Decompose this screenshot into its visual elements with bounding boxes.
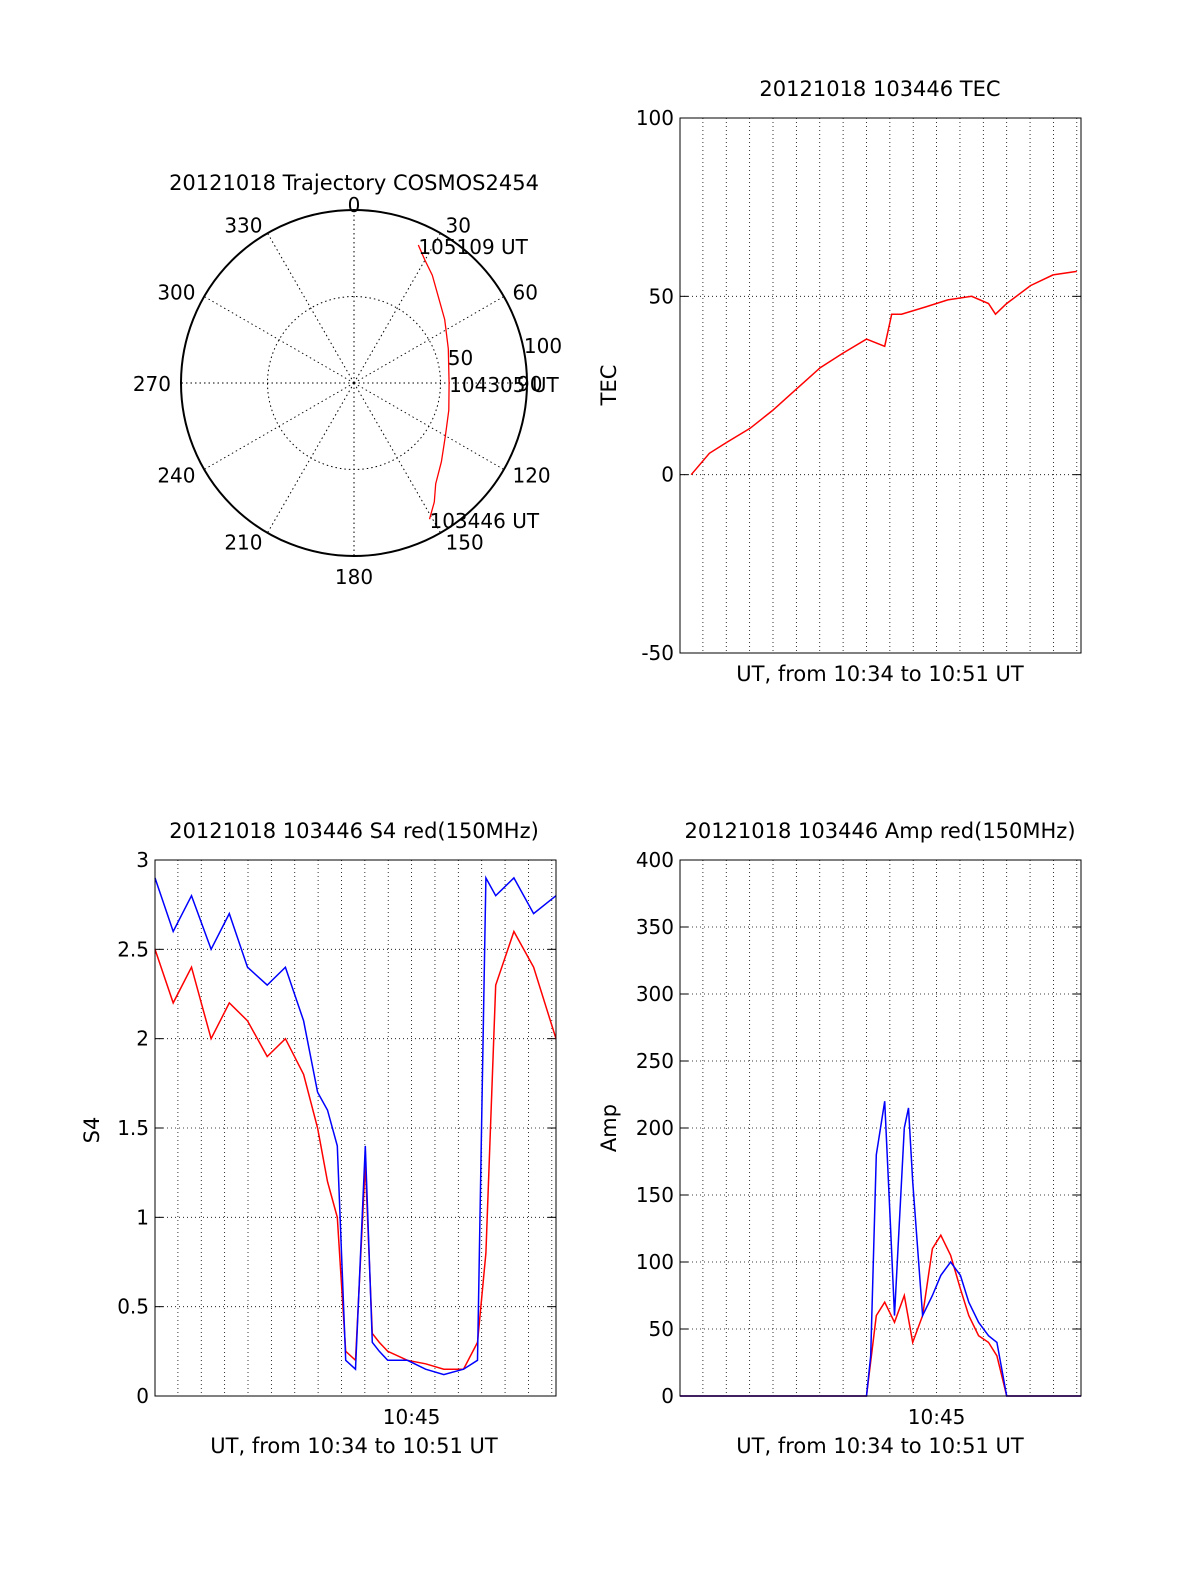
- tec-x-label: UT, from 10:34 to 10:51 UT: [736, 662, 1024, 686]
- s4-x-tick-labels: 10:45: [383, 1405, 441, 1429]
- trajectory-time-label: 104305 UT: [449, 373, 559, 397]
- trajectory-line: [417, 244, 450, 520]
- amp-axes-frame: [679, 859, 1082, 1397]
- amp-y-tick-labels: 0 50 100 150 200 250 300 350 400: [636, 848, 1081, 1408]
- tec-grid: [680, 117, 1081, 654]
- polar-azimuth-label: 180: [335, 565, 373, 589]
- tec-series: [690, 270, 1077, 476]
- s4-title: 20121018 103446 S4 red(150MHz): [169, 819, 539, 843]
- tec-y-tick-labels: -50 0 50 100: [636, 106, 1081, 665]
- polar-azimuth-label: 150: [446, 530, 484, 554]
- amp-series-line: [680, 1101, 1081, 1397]
- tec-y-tick-label: 50: [649, 284, 674, 308]
- amp-series: [680, 1101, 1081, 1397]
- polar-azimuth-label: 210: [224, 530, 262, 554]
- polar-azimuth-label: 30: [446, 214, 471, 238]
- s4-series-line: [154, 929, 557, 1370]
- amp-y-tick-label: 300: [636, 982, 674, 1006]
- s4-y-tick-label: 0: [136, 1384, 149, 1408]
- s4-y-tick-label: 2.5: [117, 937, 149, 961]
- s4-y-tick-label: 2: [136, 1027, 149, 1051]
- amp-y-tick-label: 350: [636, 915, 674, 939]
- amp-y-tick-label: 50: [649, 1317, 674, 1341]
- amp-y-tick-label: 150: [636, 1183, 674, 1207]
- polar-azimuth-label: 90: [517, 372, 542, 396]
- polar-spoke: [203, 296, 355, 384]
- polar-azimuth-labels: 0 30 60 90 120 150 180 210 240 270 300 330: [133, 193, 551, 589]
- polar-radial-label: 100: [524, 334, 562, 358]
- trajectory-time-label: 105109 UT: [418, 235, 528, 259]
- s4-axes-frame: [154, 859, 557, 1397]
- polar-azimuth-label: 300: [157, 281, 195, 305]
- polar-title: 20121018 Trajectory COSMOS2454: [169, 171, 539, 195]
- tec-y-tick-label: 100: [636, 106, 674, 130]
- polar-ring-50: [267, 296, 441, 470]
- s4-y-tick-label: 1.5: [117, 1116, 149, 1140]
- amp-y-tick-label: 100: [636, 1250, 674, 1274]
- tec-axes-frame: [679, 117, 1082, 654]
- s4-y-label: S4: [80, 1117, 104, 1144]
- trajectory-polar-plot: 20121018 Trajectory COSMOS2454 0 30 60 90 12…: [133, 171, 562, 589]
- tec-y-label: TEC: [597, 365, 621, 407]
- amp-y-tick-label: 400: [636, 848, 674, 872]
- amp-y-tick-label: 0: [661, 1384, 674, 1408]
- s4-y-tick-label: 3: [136, 848, 149, 872]
- s4-x-tick-label: 10:45: [383, 1405, 441, 1429]
- polar-azimuth-label: 0: [348, 193, 361, 217]
- polar-azimuth-label: 120: [512, 464, 550, 488]
- trajectory-time-label: 103446 UT: [429, 509, 539, 533]
- amp-series-line: [680, 1233, 1081, 1397]
- s4-x-label: UT, from 10:34 to 10:51 UT: [210, 1434, 498, 1458]
- tec-y-tick-label: 0: [661, 463, 674, 487]
- s4-y-tick-labels: 0 0.5 1 1.5 2 2.5 3: [117, 848, 556, 1408]
- polar-azimuth-label: 330: [224, 214, 262, 238]
- polar-spoke: [267, 232, 355, 384]
- polar-grid: [181, 210, 527, 556]
- tec-title: 20121018 103446 TEC: [759, 77, 1000, 101]
- s4-series-line: [154, 875, 557, 1376]
- polar-azimuth-label: 270: [133, 372, 171, 396]
- tec-y-tick-label: -50: [641, 641, 674, 665]
- s4-y-tick-label: 0.5: [117, 1295, 149, 1319]
- amp-x-tick-labels: 10:45: [908, 1405, 966, 1429]
- tec-series-line: [690, 270, 1077, 476]
- polar-azimuth-label: 60: [512, 281, 537, 305]
- amp-title: 20121018 103446 Amp red(150MHz): [684, 819, 1075, 843]
- polar-spoke: [353, 232, 441, 384]
- polar-radial-labels: 50 100: [448, 334, 562, 370]
- polar-spoke: [353, 296, 505, 384]
- amp-x-label: UT, from 10:34 to 10:51 UT: [736, 1434, 1024, 1458]
- amp-y-tick-label: 200: [636, 1116, 674, 1140]
- amp-x-tick-label: 10:45: [908, 1405, 966, 1429]
- trajectory-annotations: 105109 UT 104305 UT 103446 UT: [418, 235, 559, 533]
- polar-azimuth-label: 240: [157, 464, 195, 488]
- polar-outer-circle: [180, 209, 528, 557]
- amp-y-tick-label: 250: [636, 1049, 674, 1073]
- s4-series: [154, 875, 557, 1376]
- s4-y-tick-label: 1: [136, 1205, 149, 1229]
- s4-plot: 20121018 103446 S4 red(150MHz) 0 0.5 1 1.5 2…: [80, 819, 557, 1458]
- amp-plot: 20121018 103446 Amp red(150MHz) 0 50 100 15…: [597, 819, 1082, 1458]
- tec-plot: 20121018 103446 TEC -50 0 50 100 UT, from 1…: [597, 77, 1082, 686]
- polar-radial-label: 50: [448, 346, 473, 370]
- amp-y-label: Amp: [597, 1104, 621, 1152]
